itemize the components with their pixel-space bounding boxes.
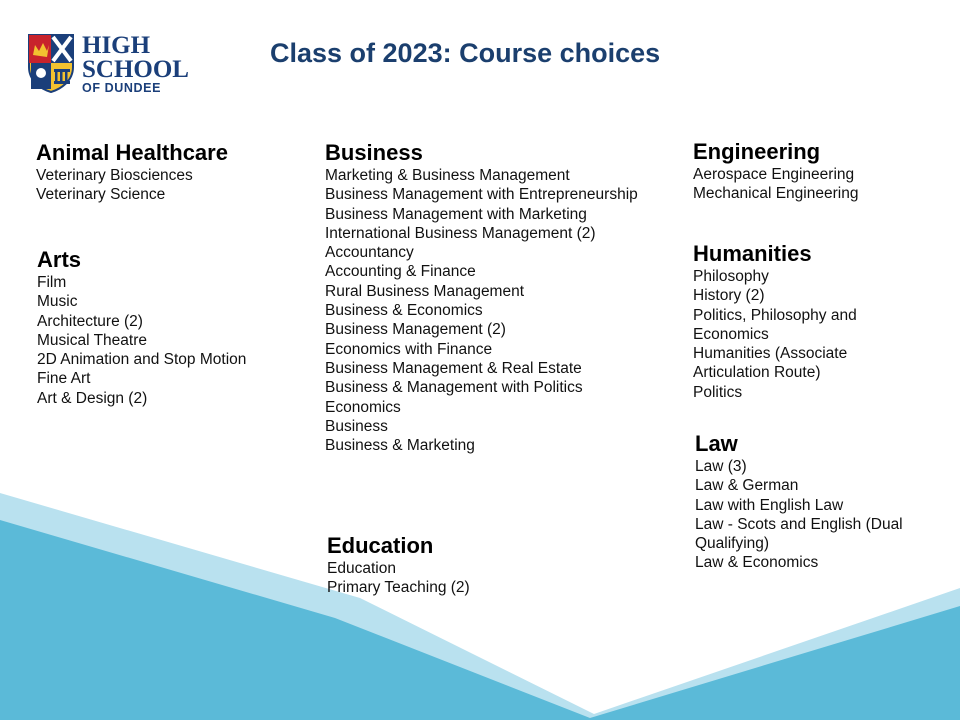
course-item: Art & Design (2)	[37, 389, 148, 407]
category-arts: Arts Film Music Architecture (2) Musical…	[37, 247, 307, 408]
course-item: Business Management (2)	[325, 321, 506, 339]
course-item: Humanities (Associate Articulation Route…	[693, 345, 848, 382]
course-list: Marketing & Business Management Business…	[325, 166, 640, 455]
course-list: Aerospace Engineering Mechanical Enginee…	[693, 165, 943, 204]
course-list: Education Primary Teaching (2)	[327, 559, 607, 598]
course-item: Law - Scots and English (Dual Qualifying…	[695, 515, 903, 553]
course-item: Film	[37, 274, 67, 291]
course-item: Education	[327, 560, 396, 577]
course-item: Economics	[325, 398, 401, 416]
course-item: Business & Economics	[325, 302, 483, 320]
course-item: Economics with Finance	[325, 340, 493, 358]
course-item: Rural Business Management	[325, 282, 525, 300]
course-list: Philosophy History (2) Politics, Philoso…	[693, 267, 908, 402]
category-business: Business Marketing & Business Management…	[325, 140, 640, 455]
course-item: Accounting & Finance	[325, 263, 476, 281]
logo-line-of-dundee: OF DUNDEE	[82, 81, 162, 95]
category-education: Education Education Primary Teaching (2)	[327, 533, 607, 598]
course-item: Business & Management with Politics	[325, 379, 583, 397]
course-item: Fine Art	[37, 370, 91, 388]
course-item: Veterinary Biosciences	[36, 167, 193, 184]
category-heading: Engineering	[693, 139, 821, 164]
category-heading: Law	[695, 431, 738, 456]
course-item: Philosophy	[693, 268, 769, 285]
course-item: Law with English Law	[695, 496, 844, 514]
category-heading: Humanities	[693, 241, 812, 266]
school-crest-icon	[28, 34, 74, 93]
course-item: Law & German	[695, 477, 799, 495]
course-item: Musical Theatre	[37, 331, 147, 349]
logo-line-high: HIGH	[82, 32, 151, 59]
category-law: Law Law (3) Law & German Law with Englis…	[695, 431, 945, 573]
course-list: Film Music Architecture (2) Musical Thea…	[37, 273, 307, 408]
course-item: Architecture (2)	[37, 312, 143, 330]
course-item: Mechanical Engineering	[693, 185, 859, 203]
category-heading: Education	[327, 533, 434, 558]
course-item: Law (3)	[695, 458, 747, 475]
course-item: Law & Economics	[695, 554, 819, 572]
course-list: Veterinary Biosciences Veterinary Scienc…	[36, 166, 306, 205]
wave-dark	[0, 520, 960, 720]
logo-line-school: SCHOOL	[82, 56, 189, 83]
course-list: Law (3) Law & German Law with English La…	[695, 457, 945, 573]
course-item: International Business Management (2)	[325, 224, 596, 242]
category-engineering: Engineering Aerospace Engineering Mechan…	[693, 139, 943, 204]
course-item: Politics, Philosophy and Economics	[693, 306, 857, 343]
course-item: Business & Marketing	[325, 437, 475, 455]
course-item: Accountancy	[325, 244, 414, 262]
course-item: 2D Animation and Stop Motion	[37, 351, 247, 369]
course-item: History (2)	[693, 287, 765, 305]
page-title: Class of 2023: Course choices	[270, 38, 661, 68]
course-item: Aerospace Engineering	[693, 166, 855, 183]
category-heading: Arts	[37, 247, 82, 272]
course-item: Veterinary Science	[36, 186, 166, 204]
logo-text: HIGH SCHOOL OF DUNDEE	[82, 33, 189, 95]
category-animal-healthcare: Animal Healthcare Veterinary Biosciences…	[36, 140, 306, 205]
course-item: Marketing & Business Management	[325, 167, 570, 184]
school-logo: HIGH SCHOOL OF DUNDEE	[27, 33, 189, 95]
category-heading: Animal Healthcare	[36, 140, 228, 165]
course-item: Politics	[693, 383, 743, 401]
course-item: Business Management with Entrepreneurshi…	[325, 186, 638, 204]
course-item: Business Management & Real Estate	[325, 359, 582, 377]
category-humanities: Humanities Philosophy History (2) Politi…	[693, 241, 908, 402]
category-heading: Business	[325, 140, 423, 165]
course-item: Business	[325, 417, 388, 435]
course-item: Music	[37, 293, 78, 311]
course-item: Primary Teaching (2)	[327, 579, 470, 597]
course-item: Business Management with Marketing	[325, 205, 587, 223]
